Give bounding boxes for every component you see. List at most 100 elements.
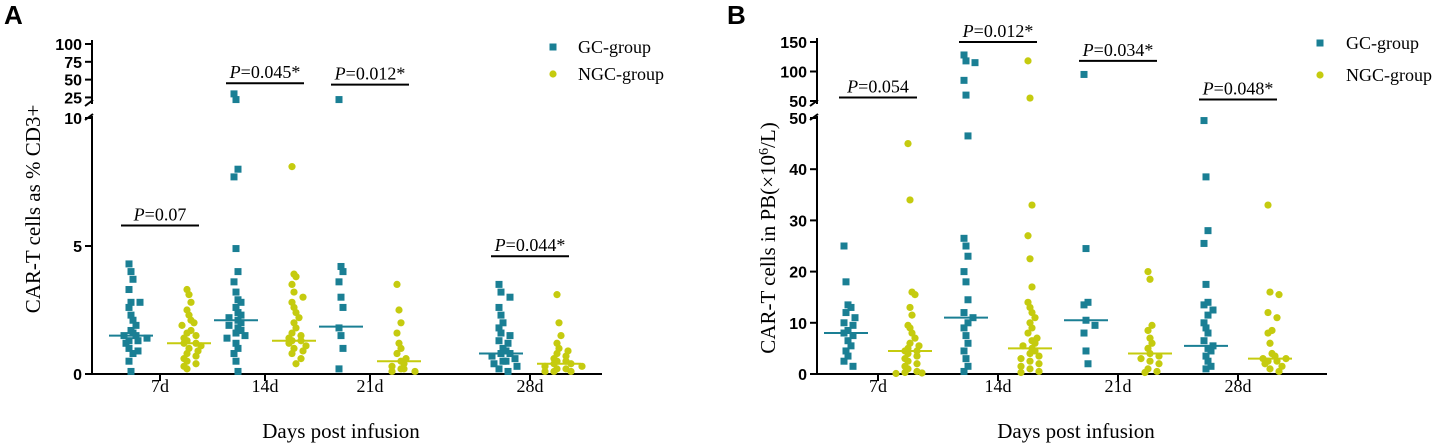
data-point-ngc: [1017, 368, 1025, 377]
data-point-ngc: [288, 163, 296, 171]
y-tick-label: 10: [789, 316, 807, 333]
data-point-gc: [504, 339, 512, 347]
data-point-gc: [232, 303, 240, 311]
data-point-ngc: [908, 311, 916, 319]
data-point-ngc: [892, 369, 900, 378]
data-point-gc: [849, 362, 857, 370]
data-point-ngc: [918, 369, 926, 377]
data-point-gc: [1200, 319, 1208, 327]
data-point-gc: [964, 362, 972, 370]
x-tick-label: 28d: [1225, 376, 1252, 396]
data-point-ngc: [1017, 355, 1025, 363]
y-tick-label: 50: [789, 111, 807, 128]
data-point-gc: [1204, 329, 1212, 337]
data-point-ngc: [906, 303, 914, 312]
y-tick-label: 0: [798, 367, 807, 384]
data-point-gc: [1200, 337, 1208, 345]
data-point-ngc: [567, 367, 575, 376]
data-point-gc: [125, 357, 133, 365]
data-point-gc: [337, 332, 345, 340]
data-point-ngc: [393, 280, 401, 288]
x-tick-label: 28d: [517, 376, 544, 396]
data-point-gc: [129, 275, 137, 283]
y-tick-label: 10: [64, 111, 82, 128]
data-point-ngc: [1264, 308, 1272, 317]
pvalue-p: P: [846, 76, 858, 96]
data-point-ngc: [1026, 357, 1034, 365]
data-point-ngc: [299, 347, 307, 355]
y-axis-break-mark: [84, 99, 94, 107]
x-tick-label: 7d: [869, 376, 887, 396]
data-point-gc: [232, 96, 240, 104]
data-point-ngc: [1028, 283, 1036, 291]
data-point-ngc: [911, 291, 919, 299]
data-point-gc: [127, 311, 135, 319]
data-point-gc: [1202, 324, 1210, 332]
data-point-gc: [1204, 298, 1212, 306]
data-point-ngc: [1146, 357, 1154, 365]
data-point-ngc: [1153, 367, 1161, 376]
data-point-gc: [232, 339, 240, 347]
data-point-gc: [962, 332, 970, 340]
data-point-gc: [1204, 311, 1212, 319]
y-tick-label: 50: [64, 73, 82, 90]
data-point-ngc: [1275, 291, 1283, 299]
data-point-ngc: [1026, 255, 1034, 263]
data-point-gc: [125, 260, 133, 268]
data-point-ngc: [393, 329, 401, 337]
data-point-gc: [960, 347, 968, 355]
data-point-ngc: [185, 291, 193, 299]
data-point-gc: [1204, 357, 1212, 365]
data-point-gc: [339, 344, 347, 352]
data-point-gc: [127, 367, 135, 375]
data-point-gc: [232, 288, 240, 296]
data-point-gc: [962, 278, 970, 286]
x-tick-label: 14d: [985, 376, 1012, 396]
data-point-gc: [1202, 280, 1210, 288]
data-point-gc: [1200, 239, 1208, 247]
data-point-ngc: [1266, 365, 1274, 373]
data-point-ngc: [1026, 365, 1034, 373]
data-point-gc: [844, 352, 852, 360]
legend-label-gc: GC-group: [578, 37, 651, 57]
data-point-gc: [842, 278, 850, 286]
data-point-gc: [234, 367, 242, 375]
data-point-ngc: [292, 324, 300, 332]
pvalue-p: P: [334, 64, 346, 84]
data-point-ngc: [1261, 360, 1269, 368]
data-point-gc: [840, 242, 848, 250]
y-tick-label: 100: [55, 37, 82, 54]
data-point-gc: [122, 339, 130, 347]
data-point-ngc: [557, 332, 565, 340]
y-tick-label: 30: [789, 213, 807, 230]
data-point-ngc: [1035, 352, 1043, 360]
y-axis-title: CAR-T cells in PB(×106/L): [756, 122, 780, 353]
data-point-gc: [849, 321, 857, 329]
pvalue-p: P: [133, 205, 145, 225]
panel-letter: A: [4, 0, 23, 30]
legend-label-ngc: NGC-group: [578, 64, 664, 84]
x-tick-label: 21d: [357, 376, 384, 396]
data-point-ngc: [1264, 329, 1272, 337]
data-point-gc: [502, 347, 510, 355]
pvalue-p: P: [1202, 79, 1214, 99]
data-point-gc: [225, 314, 233, 322]
data-point-gc: [964, 319, 972, 327]
pvalue-label: P=0.034*: [1082, 40, 1154, 60]
data-point-gc: [132, 321, 140, 329]
data-point-gc: [1080, 329, 1088, 337]
data-point-gc: [237, 298, 245, 306]
y-tick-label: 20: [789, 265, 807, 282]
data-point-gc: [495, 324, 503, 332]
data-point-gc: [129, 350, 137, 358]
data-point-gc: [237, 319, 245, 327]
data-point-gc: [513, 362, 521, 370]
y-axis-title-end: /L): [756, 122, 780, 148]
data-point-gc: [1207, 347, 1215, 355]
data-point-gc: [1202, 173, 1210, 181]
data-point-gc: [960, 76, 968, 84]
data-point-ngc: [913, 352, 921, 360]
